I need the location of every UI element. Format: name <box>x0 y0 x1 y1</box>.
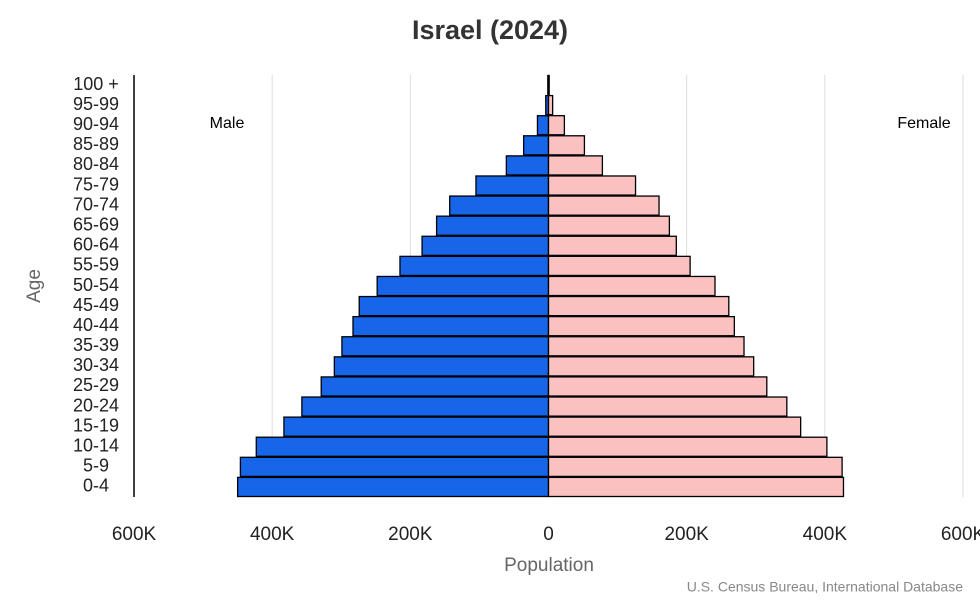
y-tick-label: 25-29 <box>73 375 119 395</box>
y-tick-label: 20-24 <box>73 395 119 415</box>
y-tick-label: 60-64 <box>73 235 119 255</box>
bar <box>547 315 735 337</box>
bar <box>547 456 843 478</box>
bar <box>547 376 768 397</box>
bar <box>320 376 550 397</box>
x-tick-label: 600K <box>112 524 157 545</box>
x-tick-label: 200K <box>388 524 433 545</box>
bar <box>547 356 755 377</box>
y-tick-label: 15-19 <box>73 415 119 435</box>
y-tick-label: 5-9 <box>83 456 109 476</box>
y-axis-title: Age <box>24 269 45 303</box>
y-tick-label: 55-59 <box>73 255 119 275</box>
bar <box>547 94 554 116</box>
y-tick-label: 45-49 <box>73 295 119 315</box>
bar <box>547 195 660 216</box>
bar <box>547 115 566 136</box>
y-tick-label: 85-89 <box>73 134 119 154</box>
legend-label: Male <box>210 115 245 132</box>
bar <box>421 235 550 257</box>
y-tick-label: 40-44 <box>73 315 119 335</box>
bar <box>475 175 550 196</box>
y-tick-label: 0-4 <box>83 476 109 496</box>
y-tick-label: 80-84 <box>73 154 119 174</box>
y-tick-label: 75-79 <box>73 174 119 194</box>
y-tick-label: 35-39 <box>73 335 119 355</box>
x-tick-label: 0 <box>543 524 554 545</box>
y-tick-label: 10-14 <box>73 436 119 456</box>
bar <box>333 356 550 377</box>
bar <box>547 436 828 457</box>
chart-title: Israel (2024) <box>412 15 568 45</box>
bar <box>547 175 637 196</box>
bar <box>547 295 730 317</box>
legend-label: Female <box>897 115 950 132</box>
bar <box>341 336 550 357</box>
x-tick-label: 600K <box>941 524 980 545</box>
x-axis-title: Population <box>504 555 594 576</box>
bar <box>547 74 550 96</box>
bar <box>522 135 550 156</box>
y-tick-label: 100 + <box>73 74 119 94</box>
bar <box>301 396 550 417</box>
bar <box>239 456 550 478</box>
bar <box>255 436 550 457</box>
bar <box>547 135 586 156</box>
bar <box>547 336 745 357</box>
bar <box>547 255 691 277</box>
source-note: U.S. Census Bureau, International Databa… <box>687 579 963 595</box>
bar <box>547 235 677 257</box>
bar <box>352 315 550 337</box>
x-tick-label: 400K <box>803 524 848 545</box>
bar <box>376 275 550 297</box>
x-tick-label: 200K <box>664 524 709 545</box>
bar <box>236 476 550 498</box>
bar <box>547 155 604 176</box>
y-tick-label: 70-74 <box>73 194 119 214</box>
bar <box>536 115 550 136</box>
bar <box>547 416 802 437</box>
bar <box>547 476 845 498</box>
y-tick-label: 95-99 <box>73 94 119 114</box>
bar <box>547 215 671 236</box>
bar <box>435 215 550 236</box>
bar <box>358 295 550 317</box>
bar <box>399 255 550 277</box>
y-tick-label: 50-54 <box>73 275 119 295</box>
bar <box>547 275 716 297</box>
bar <box>547 396 788 417</box>
y-tick-label: 90-94 <box>73 114 119 134</box>
bar <box>283 416 550 437</box>
bar <box>449 195 550 216</box>
bar <box>505 155 550 176</box>
x-tick-label: 400K <box>250 524 295 545</box>
y-tick-label: 65-69 <box>73 214 119 234</box>
y-tick-label: 30-34 <box>73 355 119 375</box>
